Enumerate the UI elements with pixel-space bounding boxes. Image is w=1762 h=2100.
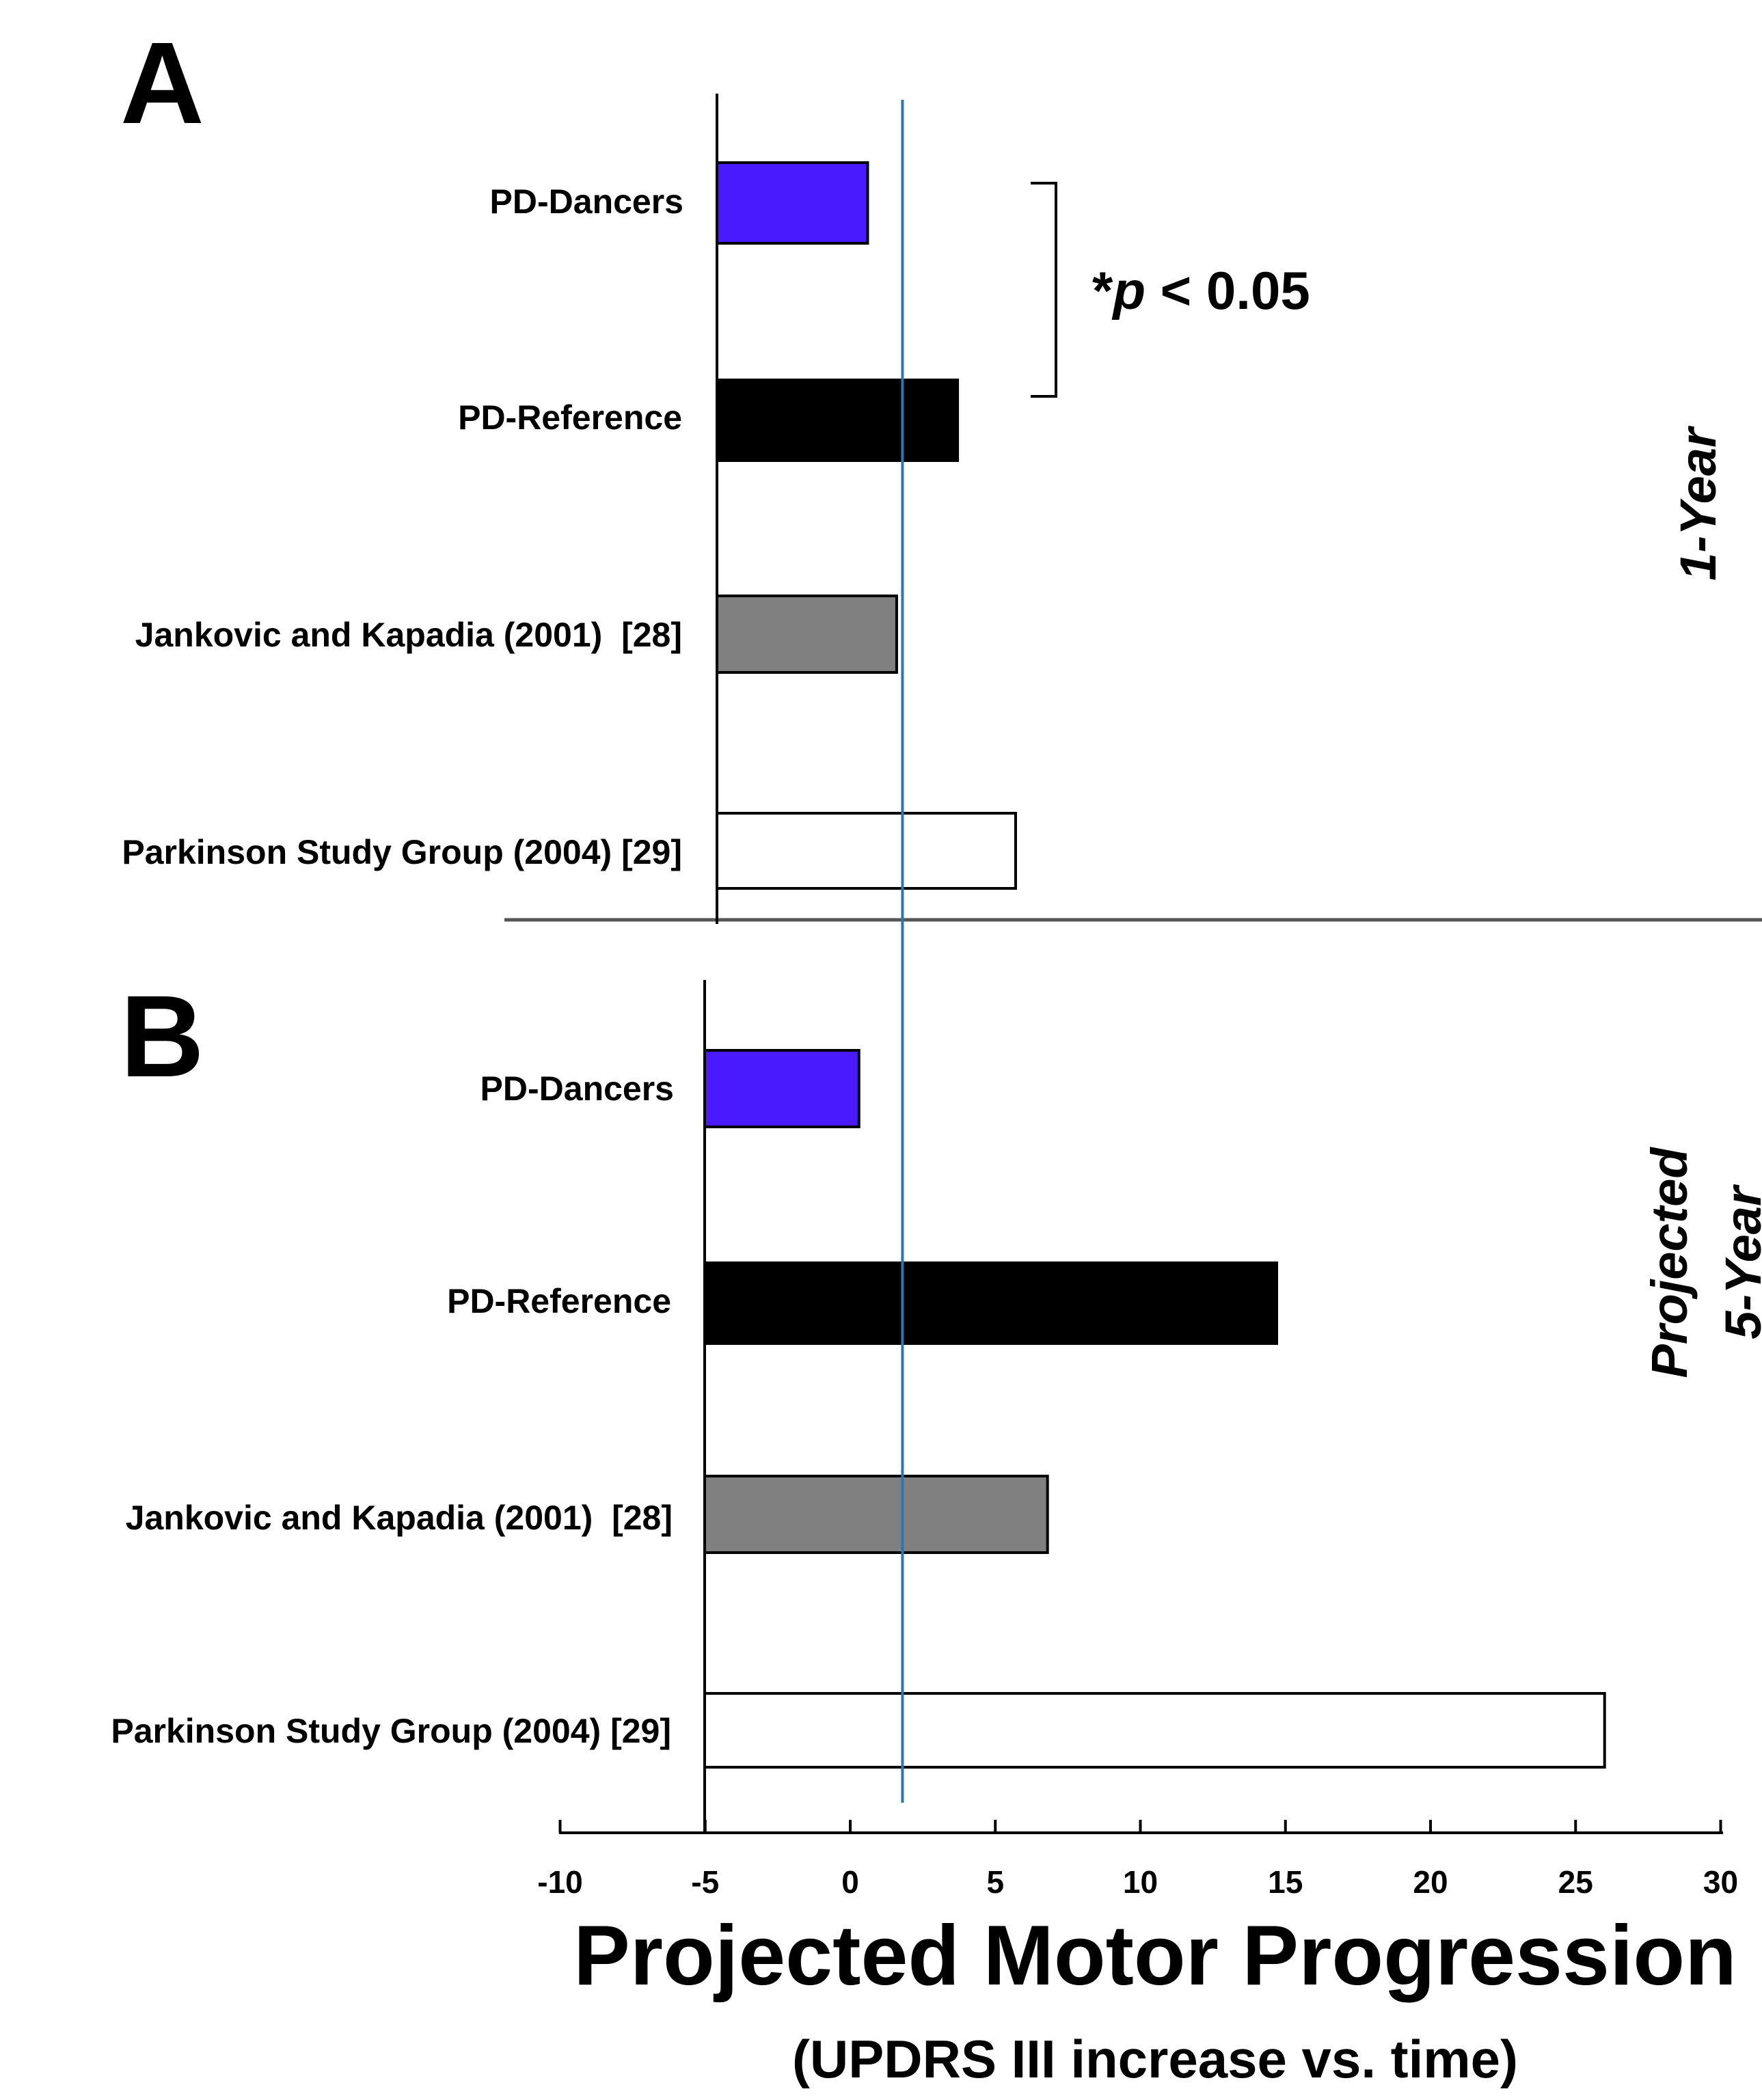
x-tick-label: 5 — [986, 1864, 1004, 1900]
p-value-threshold: < 0.05 — [1146, 260, 1310, 321]
panel-b-bar-pd-reference — [703, 1262, 1279, 1345]
panel-a-label-psg: Parkinson Study Group (2004) [29] — [122, 833, 682, 871]
panel-a-bar-pd-reference — [716, 379, 960, 462]
panel-b-bar-pd-dancers — [703, 1049, 860, 1128]
x-tick-label: 30 — [1703, 1864, 1738, 1900]
panel-b-side-label: Projected 5-Year — [1641, 1147, 1762, 1378]
panel-a: A PD-Dancers PD-Reference Jankovic and K… — [120, 18, 1726, 924]
panel-b-label-jankovic: Jankovic and Kapadia (2001) [28] — [126, 1499, 673, 1537]
panel-a-label-pd-reference: PD-Reference — [458, 398, 682, 437]
x-tick-label: -5 — [691, 1864, 719, 1900]
panel-a-side-label: 1-Year — [1670, 425, 1726, 581]
x-tick-label: 10 — [1123, 1864, 1158, 1900]
x-ticks: -10 -5 0 5 10 15 20 25 30 — [537, 1820, 1738, 1900]
x-tick-label: -10 — [537, 1864, 582, 1900]
panel-b-bars — [703, 1049, 1606, 1769]
x-axis: -10 -5 0 5 10 15 20 25 30 — [537, 1820, 1738, 1900]
panel-b-label-pd-reference: PD-Reference — [447, 1282, 671, 1320]
x-tick-label: 20 — [1413, 1864, 1448, 1900]
panel-a-bar-pd-dancers — [716, 161, 869, 245]
x-tick-label: 15 — [1268, 1864, 1303, 1900]
panel-b-bar-psg — [703, 1692, 1606, 1769]
panel-b-side-label-line2: 5-Year — [1715, 1184, 1762, 1339]
panel-a-category-labels: PD-Dancers PD-Reference Jankovic and Kap… — [122, 182, 683, 871]
p-value-annotation: *p < 0.05 — [1092, 260, 1310, 321]
panel-b-letter: B — [120, 972, 204, 1102]
panel-a-letter: A — [120, 18, 204, 148]
x-tick-label: 25 — [1558, 1864, 1593, 1900]
p-value-star: * — [1092, 260, 1113, 321]
x-tick-label: 0 — [841, 1864, 859, 1900]
panel-a-label-pd-dancers: PD-Dancers — [490, 182, 683, 221]
panel-a-label-jankovic: Jankovic and Kapadia (2001) [28] — [135, 616, 682, 654]
panel-b-label-psg: Parkinson Study Group (2004) [29] — [111, 1712, 671, 1750]
x-axis-title: Projected Motor Progression — [573, 1909, 1737, 2003]
x-axis-subtitle: (UPDRS III increase vs. time) — [792, 2029, 1518, 2089]
panel-a-bar-psg — [716, 812, 1017, 890]
panel-b-side-label-line1: Projected — [1641, 1147, 1698, 1378]
significance-bracket — [1031, 182, 1057, 398]
p-value-p: p — [1111, 260, 1146, 321]
panel-b-bar-jankovic — [703, 1475, 1049, 1554]
panel-b: B PD-Dancers PD-Reference Jankovic and K… — [111, 972, 1762, 1833]
panel-b-category-labels: PD-Dancers PD-Reference Jankovic and Kap… — [111, 1069, 674, 1750]
panel-a-bar-jankovic — [716, 595, 898, 674]
panel-a-bars — [716, 161, 1017, 890]
panel-b-label-pd-dancers: PD-Dancers — [480, 1069, 674, 1108]
